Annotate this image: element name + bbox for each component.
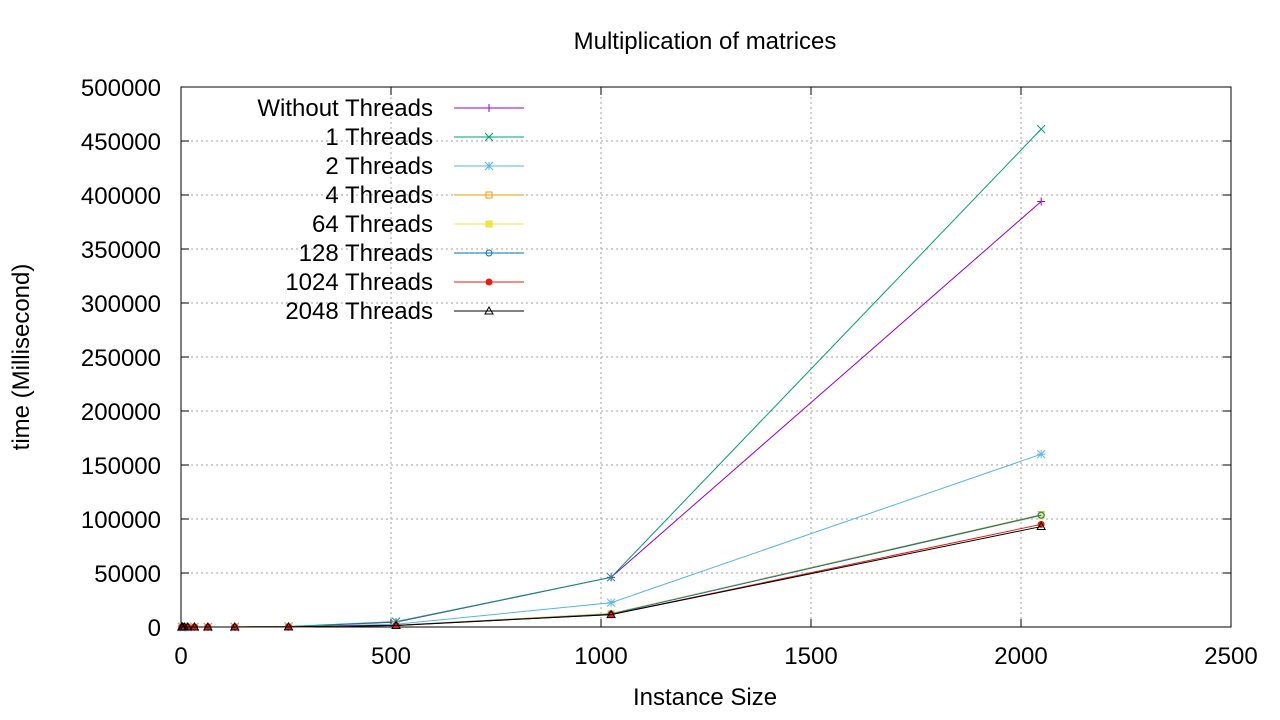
- legend-label: 2048 Threads: [285, 298, 433, 325]
- data-point: [606, 598, 616, 608]
- data-point: [391, 620, 401, 629]
- data-point: [203, 621, 213, 631]
- legend-item: 128 Threads: [299, 240, 524, 267]
- y-tick-label: 50000: [94, 561, 161, 588]
- y-tick-label: 350000: [81, 237, 161, 264]
- x-tick-label: 1500: [784, 643, 837, 670]
- y-tick-label: 200000: [81, 399, 161, 426]
- chart-title: Multiplication of matrices: [573, 28, 837, 55]
- x-tick-label: 2000: [994, 643, 1047, 670]
- legend-label: 4 Threads: [325, 182, 433, 209]
- legend-marker: [485, 191, 493, 199]
- x-tick-label: 1000: [574, 643, 627, 670]
- legend-label: 128 Threads: [299, 240, 433, 267]
- data-point: [1037, 511, 1045, 519]
- series-2048-threads: [176, 521, 1047, 631]
- legend-marker: [485, 220, 493, 228]
- legend-item: 4 Threads: [325, 182, 524, 209]
- legend-marker: [485, 278, 493, 286]
- legend-label: 2 Threads: [325, 153, 433, 180]
- y-tick-label: 450000: [81, 129, 161, 156]
- legend-marker: [485, 104, 493, 112]
- data-point: [1037, 197, 1046, 206]
- y-axis-label: time (Millisecond): [8, 263, 35, 451]
- legend-label: Without Threads: [257, 95, 433, 122]
- legend-item: 2 Threads: [325, 153, 524, 180]
- legend-marker: [484, 132, 494, 142]
- x-tick-label: 2500: [1204, 643, 1257, 670]
- series-2-threads: [177, 449, 1046, 632]
- plot-border: [180, 86, 1232, 628]
- legend-item: 1024 Threads: [285, 269, 524, 296]
- legend-label: 64 Threads: [312, 211, 433, 238]
- legend-item: Without Threads: [257, 95, 524, 122]
- legend-item: 2048 Threads: [285, 298, 524, 325]
- data-point: [1036, 124, 1046, 134]
- legend-label: 1 Threads: [325, 124, 433, 151]
- y-tick-label: 100000: [81, 507, 161, 534]
- series-line: [181, 128, 1042, 628]
- data-point: [1036, 449, 1046, 459]
- legend-marker: [484, 305, 494, 315]
- y-tick-label: 0: [148, 615, 161, 642]
- data-point: [606, 609, 616, 619]
- x-axis-label: Instance Size: [632, 684, 778, 711]
- x-tick-label: 0: [174, 643, 187, 670]
- data-point: [283, 621, 294, 631]
- data-point: [189, 621, 200, 631]
- data-point: [229, 621, 240, 631]
- series-1-threads: [177, 124, 1046, 632]
- data-point: [1036, 521, 1047, 531]
- y-tick-label: 250000: [81, 345, 161, 372]
- data-point: [606, 572, 616, 582]
- legend-item: 1 Threads: [325, 124, 524, 151]
- y-tick-label: 300000: [81, 291, 161, 318]
- y-tick-label: 400000: [81, 183, 161, 210]
- y-tick-label: 150000: [81, 453, 161, 480]
- y-tick-label: 500000: [81, 75, 161, 102]
- legend-marker: [484, 161, 494, 171]
- legend-item: 64 Threads: [312, 211, 524, 238]
- legend-label: 1024 Threads: [285, 269, 433, 296]
- legend-marker: [485, 249, 493, 257]
- data-point: [182, 621, 193, 631]
- x-tick-label: 500: [371, 643, 411, 670]
